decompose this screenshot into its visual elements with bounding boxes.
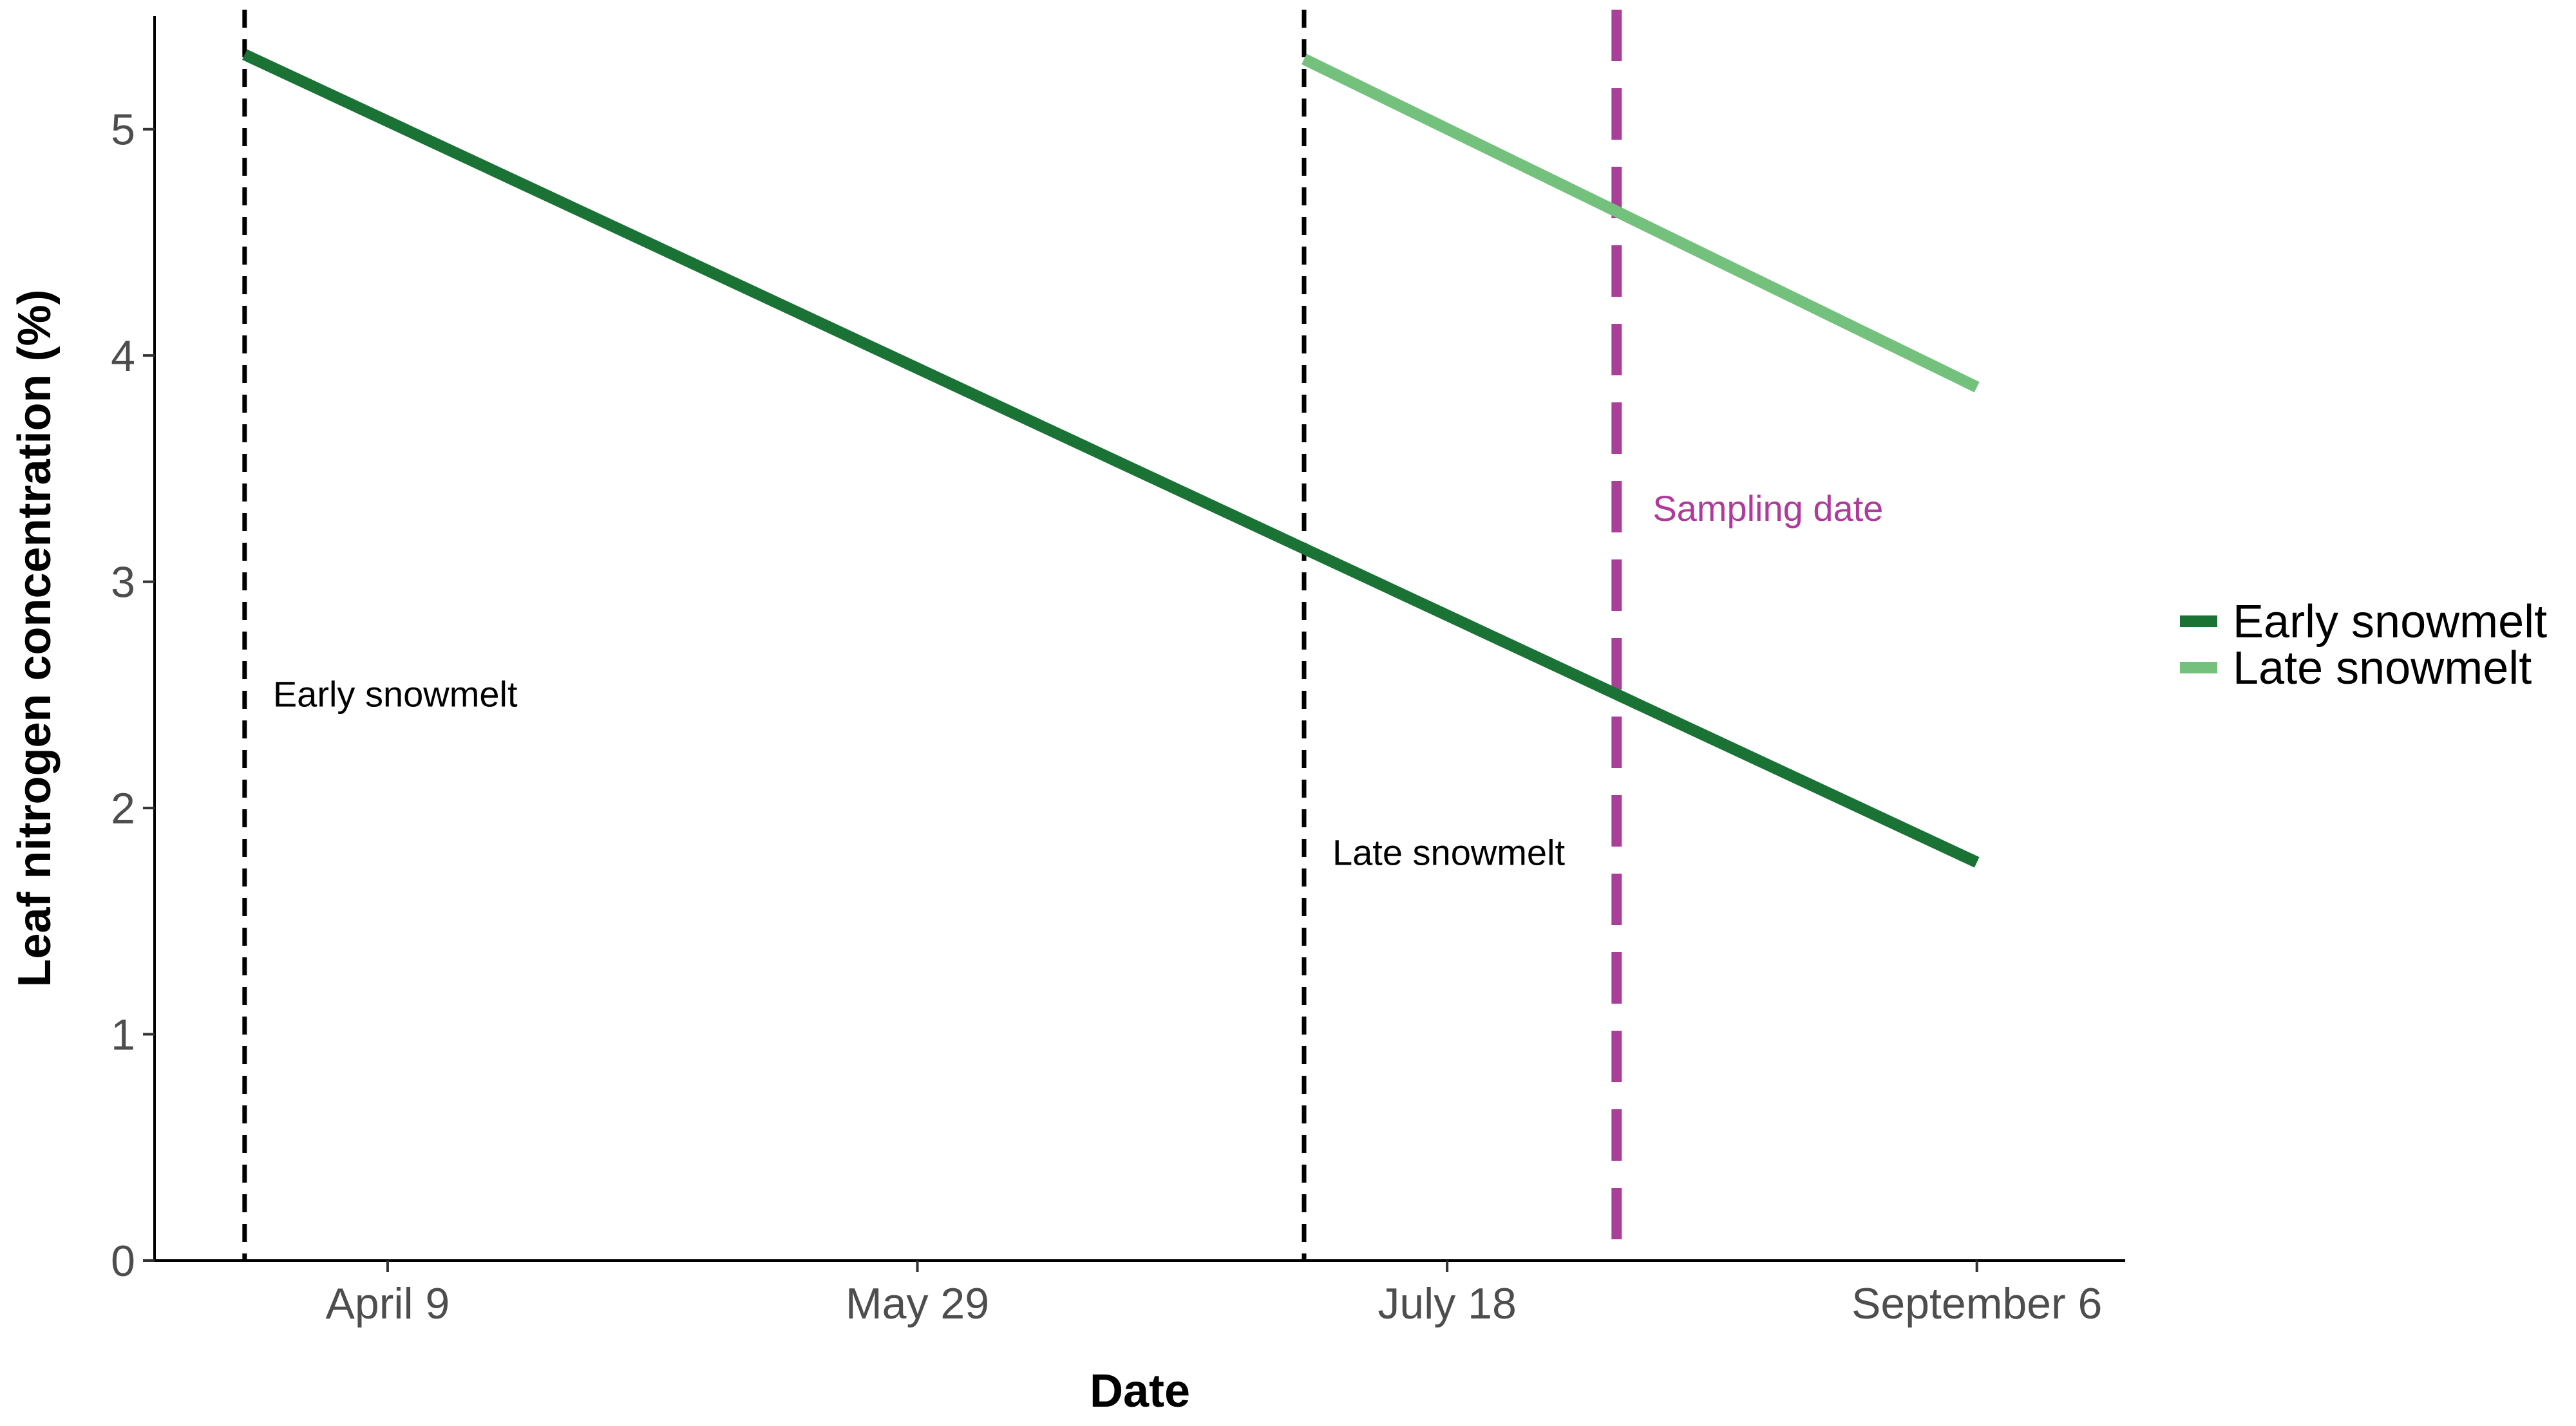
y-tick-label: 5	[111, 106, 135, 155]
legend-label: Late snowmelt	[2233, 643, 2532, 694]
axes	[153, 16, 2125, 1262]
annotation-label: Late snowmelt	[1332, 832, 1566, 872]
x-tick-label: July 18	[1378, 1279, 1516, 1328]
series-line	[1302, 53, 1980, 393]
y-ticks: 0 1 2 3 4 5	[111, 106, 155, 1286]
y-axis-title: Leaf nitrogen concentration (%)	[9, 289, 61, 987]
x-ticks: April 9 May 29 July 18 September 6	[326, 1261, 2102, 1328]
x-tick-label: May 29	[846, 1279, 989, 1328]
y-tick-label: 3	[111, 558, 135, 607]
y-tick-label: 2	[111, 784, 135, 833]
annotation-label: Early snowmelt	[273, 673, 518, 714]
legend-label: Early snowmelt	[2233, 596, 2547, 648]
annotation-labels: Early snowmelt Late snowmelt Sampling date	[273, 488, 1883, 872]
y-tick-label: 4	[111, 332, 135, 380]
y-tick-label: 1	[111, 1011, 135, 1060]
marker-lines	[242, 10, 1622, 1261]
x-tick-label: September 6	[1852, 1279, 2102, 1328]
x-tick-label: April 9	[326, 1279, 450, 1328]
series-lines	[242, 49, 1980, 868]
x-axis-title: Date	[1090, 1365, 1190, 1417]
y-tick-label: 0	[111, 1237, 135, 1286]
series-line	[242, 49, 1980, 868]
annotation-label: Sampling date	[1653, 488, 1883, 529]
